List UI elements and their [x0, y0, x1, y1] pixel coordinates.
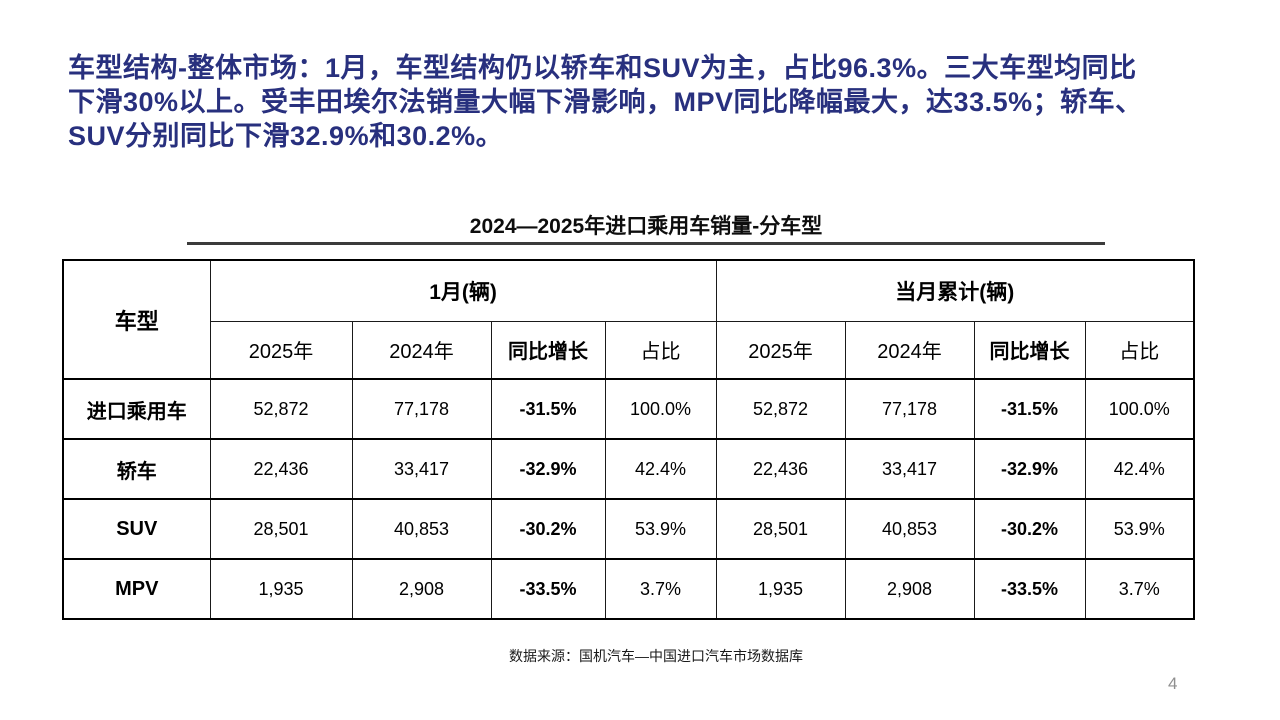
header-cumulative-group: 当月累计(辆): [715, 259, 1195, 322]
cell-growth: -32.9%: [490, 438, 606, 500]
header-2025-cumulative: 2025年: [715, 320, 846, 380]
cell: 40,853: [351, 498, 492, 560]
cell: 77,178: [844, 378, 975, 440]
header-vehicle-type: 车型: [62, 259, 211, 380]
table-row-mpv: MPV 1,935 2,908 -33.5% 3.7% 1,935 2,908 …: [62, 558, 1195, 620]
cell: 3.7%: [604, 558, 717, 620]
cell-growth: -32.9%: [973, 438, 1086, 500]
slide-headline: 车型结构-整体市场：1月，车型结构仍以轿车和SUV为主，占比96.3%。三大车型…: [68, 51, 1213, 153]
cell: 1,935: [209, 558, 353, 620]
page-number: 4: [1168, 674, 1178, 693]
cell: 1,935: [715, 558, 846, 620]
header-share-cumulative: 占比: [1084, 320, 1195, 380]
cell: 100.0%: [604, 378, 717, 440]
data-source-note: 数据来源：国机汽车—中国进口汽车市场数据库: [509, 648, 803, 664]
table-row-suv: SUV 28,501 40,853 -30.2% 53.9% 28,501 40…: [62, 498, 1195, 560]
header-2025-month: 2025年: [209, 320, 353, 380]
cell: 22,436: [209, 438, 353, 500]
sales-table-container: 车型 1月(辆) 当月累计(辆) 2025年 2024年 同比增长 占比 202…: [62, 259, 1196, 620]
cell-growth: -31.5%: [490, 378, 606, 440]
cell: 3.7%: [1084, 558, 1195, 620]
cell: 53.9%: [604, 498, 717, 560]
cell: 33,417: [351, 438, 492, 500]
headline-line-3: SUV分别同比下滑32.9%和30.2%。: [68, 121, 504, 151]
cell: 28,501: [209, 498, 353, 560]
cell-growth: -33.5%: [490, 558, 606, 620]
cell: 2,908: [844, 558, 975, 620]
header-share-month: 占比: [604, 320, 717, 380]
cell: 100.0%: [1084, 378, 1195, 440]
cell-growth: -30.2%: [973, 498, 1086, 560]
headline-line-2: 下滑30%以上。受丰田埃尔法销量大幅下滑影响，MPV同比降幅最大，达33.5%；…: [68, 87, 1143, 117]
row-label-sedan: 轿车: [62, 438, 211, 500]
row-label-mpv: MPV: [62, 558, 211, 620]
row-label-total: 进口乘用车: [62, 378, 211, 440]
cell-growth: -31.5%: [973, 378, 1086, 440]
table-row-total: 进口乘用车 52,872 77,178 -31.5% 100.0% 52,872…: [62, 378, 1195, 440]
headline-line-1: 车型结构-整体市场：1月，车型结构仍以轿车和SUV为主，占比96.3%。三大车型…: [68, 53, 1137, 83]
cell: 53.9%: [1084, 498, 1195, 560]
cell: 33,417: [844, 438, 975, 500]
cell: 22,436: [715, 438, 846, 500]
cell: 42.4%: [1084, 438, 1195, 500]
header-2024-month: 2024年: [351, 320, 492, 380]
table-title: 2024—2025年进口乘用车销量-分车型: [469, 215, 823, 238]
cell-growth: -33.5%: [973, 558, 1086, 620]
cell: 2,908: [351, 558, 492, 620]
sales-table: 车型 1月(辆) 当月累计(辆) 2025年 2024年 同比增长 占比 202…: [62, 259, 1196, 620]
header-month-group: 1月(辆): [209, 259, 717, 322]
cell: 52,872: [715, 378, 846, 440]
cell: 52,872: [209, 378, 353, 440]
header-2024-cumulative: 2024年: [844, 320, 975, 380]
cell: 77,178: [351, 378, 492, 440]
cell: 40,853: [844, 498, 975, 560]
row-label-suv: SUV: [62, 498, 211, 560]
header-growth-month: 同比增长: [490, 320, 606, 380]
cell: 28,501: [715, 498, 846, 560]
cell: 42.4%: [604, 438, 717, 500]
header-growth-cumulative: 同比增长: [973, 320, 1086, 380]
table-row-sedan: 轿车 22,436 33,417 -32.9% 42.4% 22,436 33,…: [62, 438, 1195, 500]
cell-growth: -30.2%: [490, 498, 606, 560]
table-title-underline: [187, 242, 1105, 245]
